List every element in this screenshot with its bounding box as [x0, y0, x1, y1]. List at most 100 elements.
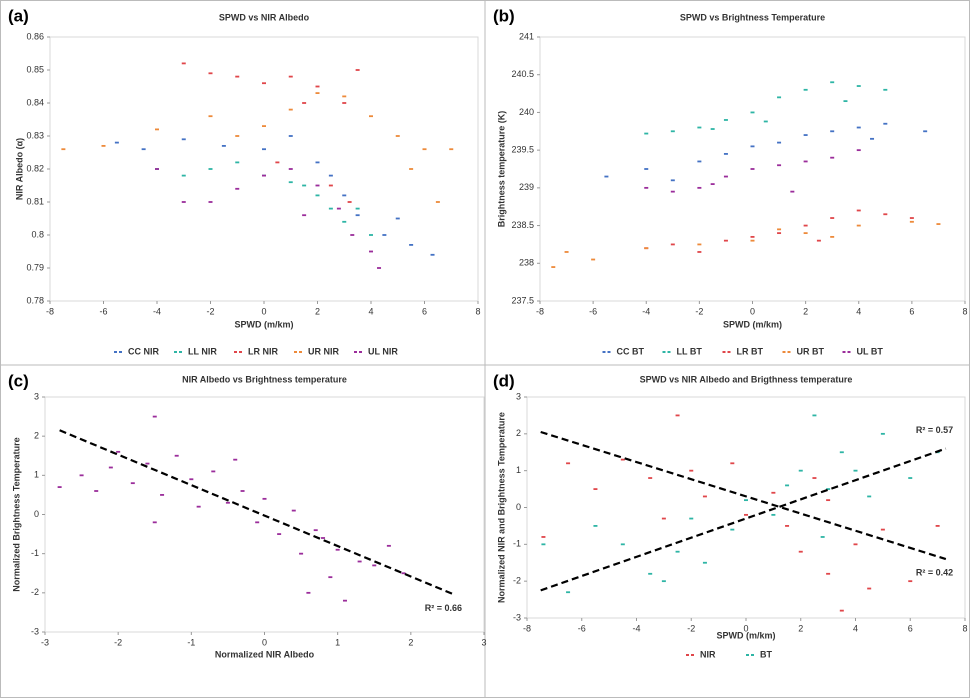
point — [302, 102, 307, 104]
point — [923, 130, 928, 133]
x-axis-label: Normalized NIR Albedo — [215, 649, 315, 659]
point — [189, 478, 194, 481]
point — [355, 69, 360, 71]
legend-label: UR BT — [797, 346, 825, 356]
point — [750, 111, 755, 114]
point — [670, 179, 675, 182]
point — [803, 160, 808, 163]
point — [181, 138, 186, 141]
x-tick-label: -3 — [41, 637, 49, 647]
point — [342, 194, 347, 197]
point — [108, 466, 113, 469]
y-tick-label: 2 — [34, 431, 39, 441]
point — [856, 224, 861, 227]
y-tick-label: 2 — [516, 428, 521, 438]
trendline — [540, 430, 947, 561]
r-squared: R² = 0.42 — [916, 567, 953, 577]
point — [208, 201, 213, 203]
x-tick-label: 2 — [798, 623, 803, 633]
x-axis-label: SPWD (m/km) — [716, 630, 775, 640]
point — [661, 517, 666, 520]
point — [377, 267, 382, 269]
x-tick-label: 2 — [315, 306, 320, 316]
y-axis-label: NIR Albedo (α) — [14, 138, 24, 200]
x-tick-label: -8 — [523, 623, 531, 633]
point — [777, 164, 782, 167]
point — [710, 183, 715, 185]
point — [336, 207, 341, 210]
point — [114, 141, 119, 144]
point — [936, 223, 941, 225]
point — [321, 537, 326, 539]
y-tick-label: 0.83 — [26, 130, 44, 140]
point — [790, 190, 795, 193]
point — [302, 214, 307, 217]
point — [723, 119, 728, 121]
point — [853, 543, 858, 546]
point — [409, 244, 414, 246]
point — [750, 145, 755, 148]
x-tick-label: -2 — [695, 306, 703, 316]
y-tick-label: 0.8 — [31, 229, 44, 239]
point — [235, 187, 240, 190]
x-tick-label: -1 — [187, 637, 195, 647]
point — [730, 528, 735, 531]
point — [689, 517, 694, 520]
point — [350, 234, 355, 236]
point — [152, 415, 157, 418]
legend-label: UL BT — [857, 346, 884, 356]
point — [342, 95, 347, 98]
point — [830, 217, 835, 219]
point — [174, 454, 179, 457]
y-tick-label: 240 — [519, 107, 534, 117]
point — [723, 175, 728, 178]
point — [302, 184, 307, 187]
point — [221, 145, 226, 147]
panel: (a) SPWD vs NIR Albedo -8 -6 -4 -2 0 2 4 6 8 0.78 0.… — [8, 6, 481, 356]
point — [644, 186, 649, 189]
point — [883, 213, 888, 216]
point — [870, 137, 875, 140]
point — [357, 560, 362, 563]
point — [160, 494, 165, 496]
point — [235, 135, 240, 137]
point — [94, 490, 99, 492]
point — [593, 488, 598, 490]
point — [262, 174, 266, 177]
point — [697, 160, 702, 163]
legend-label: UL NIR — [368, 346, 398, 356]
point — [826, 499, 831, 502]
x-tick-label: 8 — [962, 623, 967, 633]
point — [313, 529, 318, 532]
point — [670, 130, 675, 133]
point — [723, 153, 728, 155]
point — [401, 572, 406, 575]
x-tick-label: 8 — [962, 306, 967, 316]
x-tick-label: 8 — [475, 306, 480, 316]
y-tick-label: -1 — [513, 539, 521, 549]
panel-label: (a) — [8, 6, 29, 25]
y-tick-label: 0.85 — [26, 64, 44, 74]
point — [564, 251, 569, 253]
point — [181, 201, 186, 203]
x-tick-label: 4 — [853, 623, 858, 633]
point — [812, 414, 817, 417]
point — [830, 130, 835, 133]
point — [155, 168, 159, 170]
point — [880, 432, 885, 435]
panel-label: (b) — [493, 6, 515, 25]
point — [909, 220, 914, 223]
legend-label: UR NIR — [308, 346, 339, 356]
point — [591, 258, 596, 261]
legend-label: BT — [760, 649, 772, 659]
point — [328, 184, 333, 187]
x-axis-label: SPWD (m/km) — [723, 319, 782, 329]
point — [670, 243, 675, 246]
point — [648, 477, 653, 479]
point — [435, 201, 440, 203]
x-tick-label: -6 — [578, 623, 586, 633]
point — [430, 253, 435, 256]
point — [750, 235, 755, 238]
point — [355, 207, 360, 210]
point — [369, 250, 373, 253]
